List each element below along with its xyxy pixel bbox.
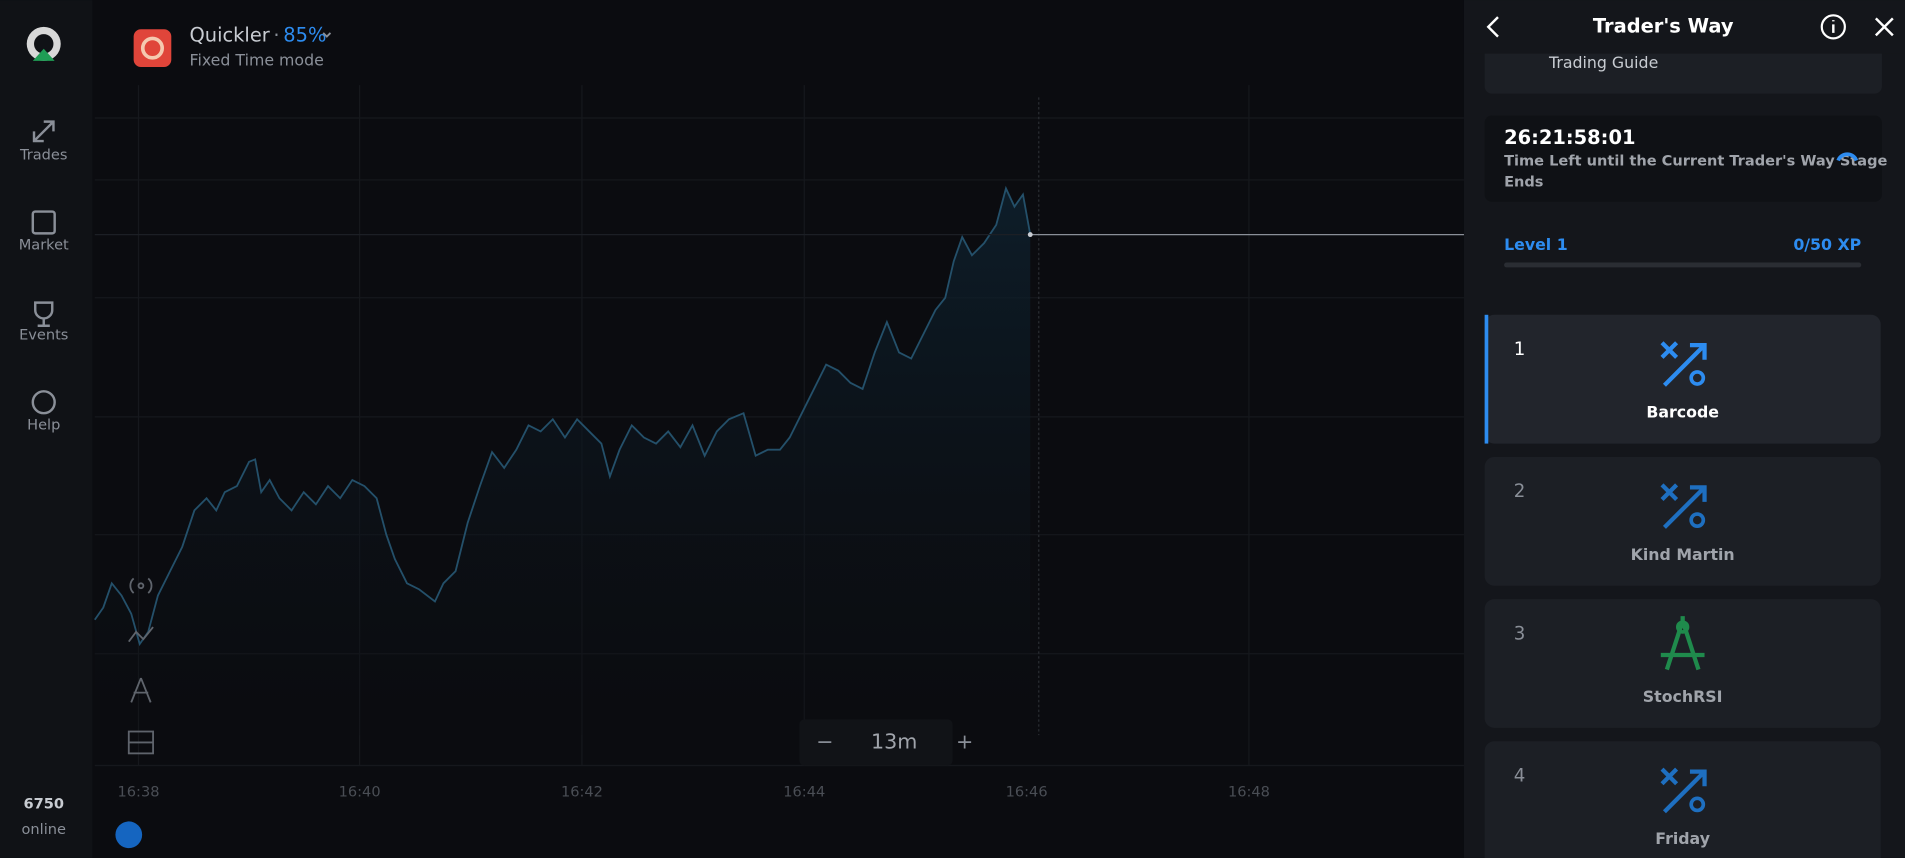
timeframe-control [799,719,953,766]
timer-text: Ends [1504,173,1543,190]
guide-text: Trading Guide [1548,53,1658,72]
price-line [94,185,1032,647]
plus-button[interactable]: + [956,729,973,753]
x-label: 16:46 [1006,783,1048,800]
sidebar [0,0,93,858]
x-label: 16:44 [783,783,825,800]
stage-icon [1660,616,1705,671]
events-icon [34,301,54,327]
stage-name: Friday [1655,829,1710,848]
active-indicator [1484,314,1489,444]
stage-icon-dot [1689,512,1706,529]
xp: 0/50 XP [1793,235,1861,254]
trades-icon [32,120,55,143]
online-count: 6750 [23,795,64,812]
timer-text: Time Left until the Current Trader's Way… [1504,153,1887,170]
stage-icon-dot [1689,796,1706,813]
nav-item[interactable]: Events [19,326,68,343]
x-label: 16:42 [561,783,603,800]
stage-name: StochRSI [1643,687,1723,706]
stage-name: Barcode [1646,403,1719,422]
stage-card[interactable] [1484,599,1881,728]
payout: 85% [283,23,326,46]
separator: · [273,23,279,46]
stage-number: 3 [1514,623,1526,644]
chat-button[interactable] [115,821,143,849]
nav-item[interactable]: Market [19,237,69,254]
price-area [94,188,1031,736]
chart-tools[interactable] [127,577,154,755]
close-button[interactable] [1874,17,1894,37]
stage-icon-dot [1689,370,1706,386]
xp-bar [1504,262,1862,268]
help-icon [31,390,56,415]
mode: Fixed Time mode [190,50,324,69]
stage-icon [1660,341,1707,387]
timeframe[interactable]: 13m [871,729,917,753]
stage-number: 2 [1514,481,1526,502]
asset-header[interactable]: Quickler · 85% [190,23,327,46]
asset-icon [133,29,172,67]
online-label: online [22,821,66,838]
x-label: 16:48 [1228,783,1270,800]
stage-number: 1 [1514,339,1526,360]
stage-icon [1660,767,1707,814]
stage-card[interactable] [1484,741,1881,858]
x-label: 16:38 [118,783,160,800]
timer-card [1484,115,1882,202]
stage-number: 4 [1514,765,1526,786]
x-label: 16:40 [339,783,381,800]
stage-icon [1660,483,1707,529]
nav-item[interactable]: Trades [19,147,67,164]
stage-name: Kind Martin [1631,545,1735,564]
panel-title: Trader's Way [1593,14,1734,37]
level: Level 1 [1504,235,1568,254]
asset-title: Quickler [190,23,270,46]
stage-icon-dot [1675,620,1690,634]
stage-card[interactable] [1484,456,1881,586]
timer: 26:21:58:01 [1504,126,1635,149]
stage-card[interactable] [1484,314,1881,444]
nav-item[interactable]: Help [27,416,60,433]
back-button[interactable] [1486,16,1499,38]
market-icon [31,210,56,235]
info-button[interactable] [1820,14,1846,40]
minus-button[interactable]: − [816,729,833,753]
